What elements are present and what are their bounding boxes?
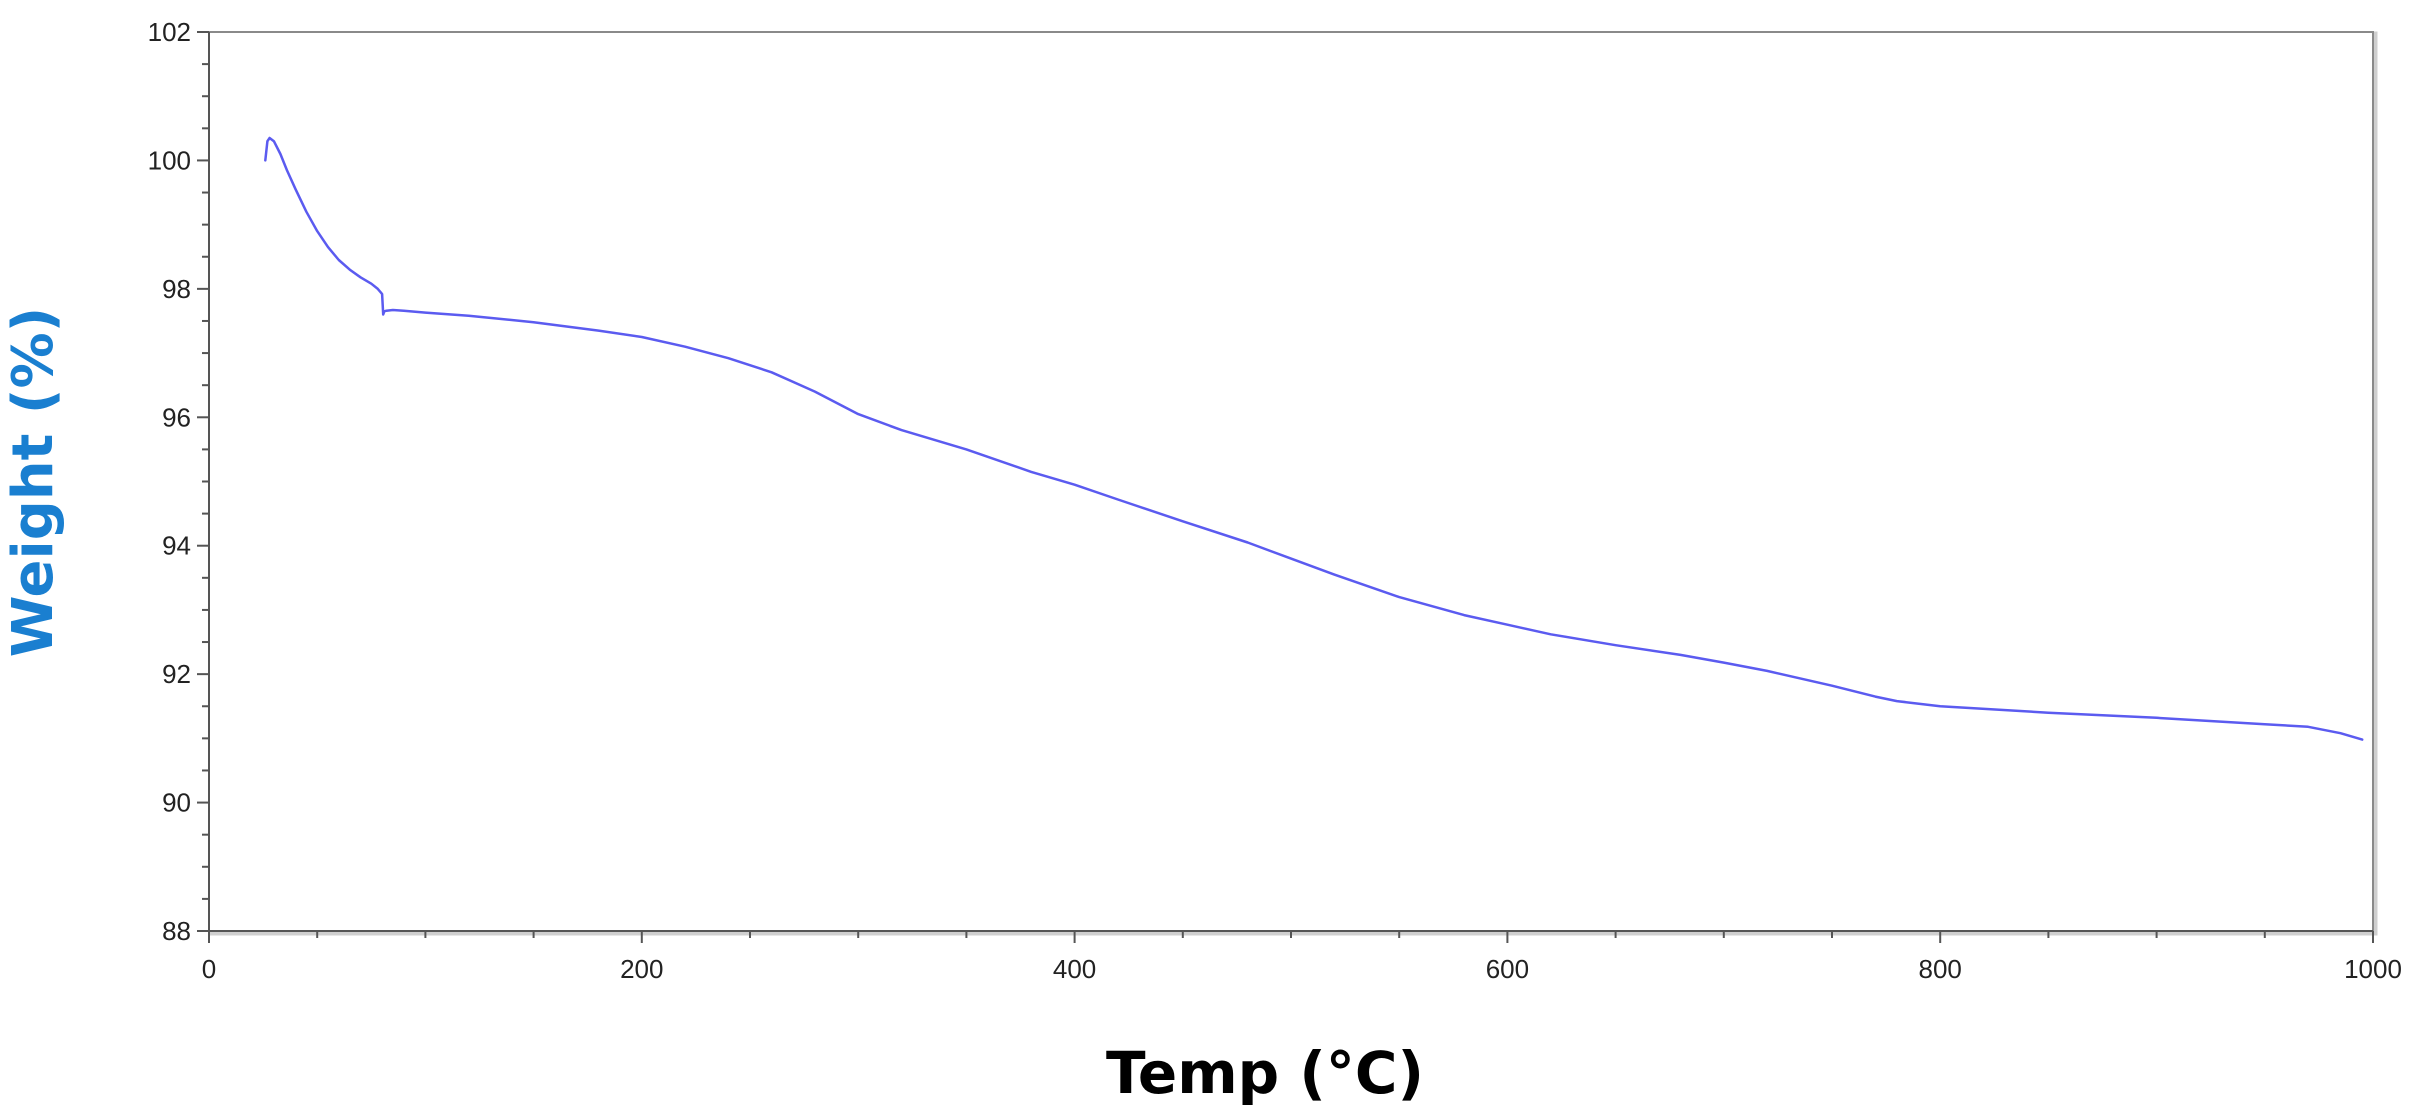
x-tick-label: 1000 [2344, 954, 2402, 984]
series-lines [264, 136, 2364, 741]
y-tick-label: 90 [162, 788, 191, 818]
y-tick-label: 100 [148, 145, 191, 175]
y-axis-title: Weight (%) [1, 307, 66, 657]
x-tick-label: 800 [1919, 954, 1962, 984]
x-tick-label: 0 [202, 954, 216, 984]
x-axis-title: Temp (°C) [1106, 1039, 1424, 1107]
y-tick-label: 92 [162, 659, 191, 689]
y-tick-label: 94 [162, 531, 191, 561]
y-tick-label: 96 [162, 402, 191, 432]
y-tick-label: 88 [162, 916, 191, 946]
ticks: 88 90 92 94 96 98 100 102 0 200 400 600 800 1000 [148, 17, 2402, 984]
y-tick-label: 102 [148, 17, 191, 47]
x-tick-label: 600 [1486, 954, 1529, 984]
series-line-0 [264, 136, 2364, 741]
x-tick-label: 200 [620, 954, 663, 984]
plot-frame [208, 31, 2374, 932]
y-tick-label: 98 [162, 274, 191, 304]
x-tick-label: 400 [1053, 954, 1096, 984]
